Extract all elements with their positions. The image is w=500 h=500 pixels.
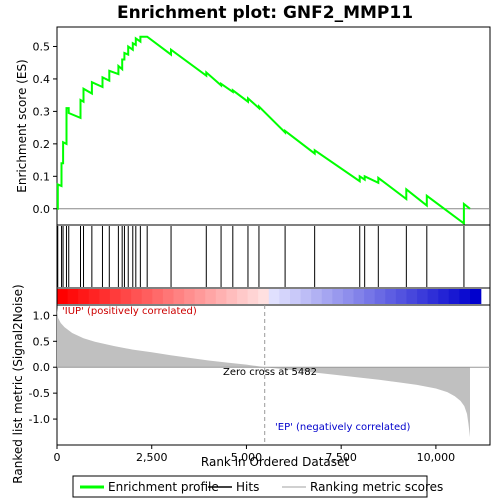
legend-label: Ranking metric scores	[310, 480, 443, 494]
color-bar-segment	[216, 289, 227, 304]
color-bar-segment	[78, 289, 89, 304]
es-y-tick-label: 0.1	[33, 170, 51, 183]
color-bar-segment	[110, 289, 121, 304]
color-bar-segment	[290, 289, 301, 304]
color-bar-segment	[375, 289, 386, 304]
color-bar-segment	[237, 289, 248, 304]
color-bar-segment	[385, 289, 396, 304]
x-tick-label: 10,000	[417, 451, 456, 464]
color-bar-segment	[131, 289, 142, 304]
color-bar-segment	[449, 289, 460, 304]
color-bar-segment	[68, 289, 79, 304]
color-bar-segment	[459, 289, 470, 304]
color-bar-segment	[311, 289, 322, 304]
es-y-tick-label: 0.2	[33, 138, 51, 151]
color-bar-segment	[195, 289, 206, 304]
color-bar-segment	[258, 289, 269, 304]
enrichment-profile-line	[57, 37, 470, 224]
color-bar-segment	[163, 289, 174, 304]
color-bar-segment	[226, 289, 237, 304]
es-y-tick-label: 0.4	[33, 73, 51, 86]
metric-y-axis-label: Ranked list metric (Signal2Noise)	[11, 284, 25, 483]
metric-y-tick-label: -0.5	[29, 387, 50, 400]
color-bar-segment	[248, 289, 259, 304]
color-bar-segment	[322, 289, 333, 304]
metric-y-tick-label: -1.0	[29, 413, 50, 426]
es-panel-frame	[57, 27, 490, 225]
x-axis-label: Rank in Ordered Dataset	[201, 455, 349, 469]
color-bar-segment	[428, 289, 439, 304]
color-bar-segment	[301, 289, 312, 304]
color-bar-segment	[99, 289, 110, 304]
es-y-tick-label: 0.5	[33, 40, 51, 53]
es-y-tick-label: 0.3	[33, 105, 51, 118]
x-tick-label: 2,500	[136, 451, 168, 464]
color-bar-segment	[121, 289, 132, 304]
zero-cross-label: Zero cross at 5482	[223, 367, 317, 378]
color-bar-segment	[364, 289, 375, 304]
color-bar-segment	[332, 289, 343, 304]
legend-label: Enrichment profile	[108, 480, 219, 494]
es-y-axis-label: Enrichment score (ES)	[15, 59, 29, 192]
color-bar-segment	[279, 289, 290, 304]
color-bar-segment	[396, 289, 407, 304]
color-bar-segment	[354, 289, 365, 304]
color-bar-segment	[343, 289, 354, 304]
chart-title: Enrichment plot: GNF2_MMP11	[117, 3, 413, 23]
color-bar-segment	[57, 289, 68, 304]
legend-label: Hits	[236, 480, 259, 494]
metric-y-tick-label: 0.5	[33, 335, 51, 348]
color-bar-segment	[406, 289, 417, 304]
color-bar-segment	[269, 289, 280, 304]
color-bar-segment	[438, 289, 449, 304]
color-bar-segment	[184, 289, 195, 304]
metric-y-tick-label: 0.0	[33, 361, 51, 374]
metric-y-tick-label: 1.0	[33, 309, 51, 322]
color-bar-segment	[152, 289, 163, 304]
color-bar-segment	[417, 289, 428, 304]
x-tick-label: 0	[54, 451, 61, 464]
color-bar-segment	[470, 289, 481, 304]
down-correlated-label: 'EP' (negatively correlated)	[275, 422, 410, 433]
color-bar-segment	[173, 289, 184, 304]
up-correlated-label: 'IUP' (positively correlated)	[62, 306, 197, 317]
color-bar-segment	[205, 289, 216, 304]
es-y-tick-label: 0.0	[33, 203, 51, 216]
color-bar-segment	[142, 289, 153, 304]
color-bar-segment	[89, 289, 100, 304]
